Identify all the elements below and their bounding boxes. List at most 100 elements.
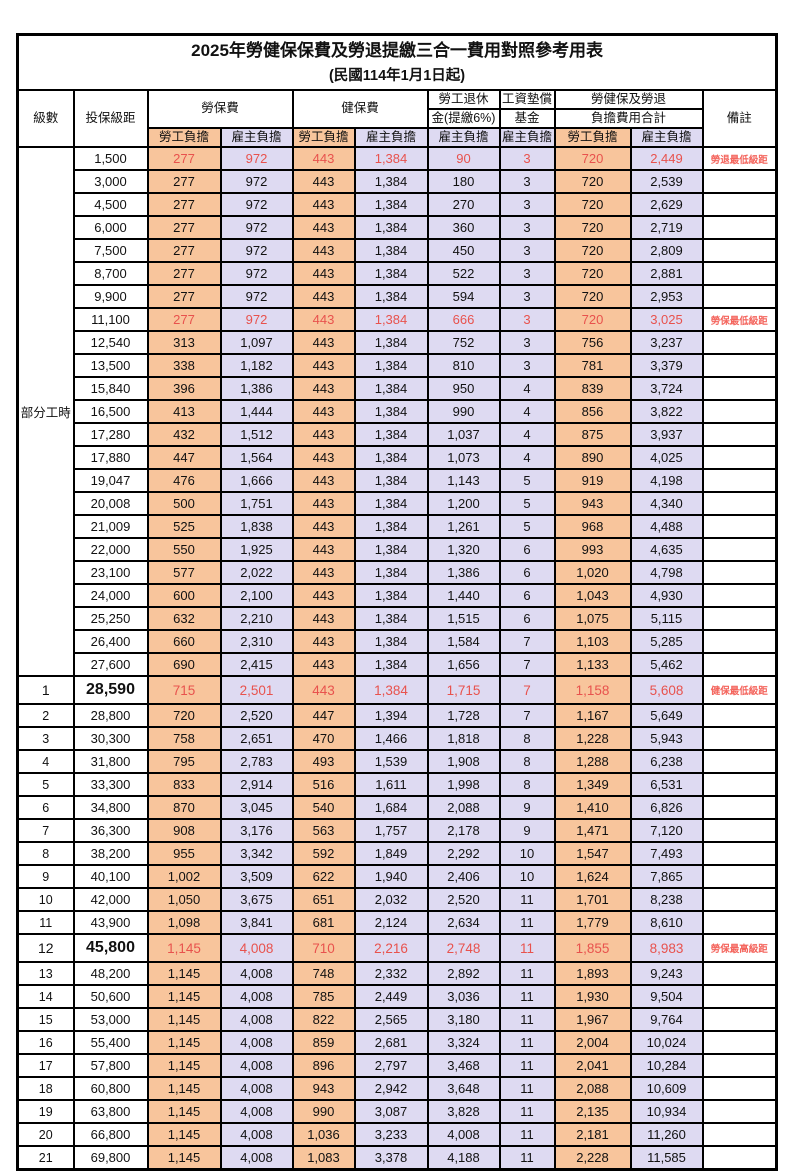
table-row: 22,000 550 1,925 443 1,384 1,320 6 993 4,635 xyxy=(18,537,778,562)
pension-employer-cell: 1,515 xyxy=(426,606,501,631)
wage-fund-employer-cell: 8 xyxy=(498,749,556,774)
labor-employee-cell: 413 xyxy=(146,399,222,424)
labor-employee-cell: 277 xyxy=(146,238,222,263)
labor-employer-cell: 1,838 xyxy=(219,514,294,539)
labor-employee-cell: 1,145 xyxy=(146,961,222,986)
health-employee-cell: 822 xyxy=(291,1007,356,1032)
wage-fund-employer-cell: 11 xyxy=(498,887,556,912)
header-level: 級數 xyxy=(16,89,75,148)
health-employer-cell: 1,611 xyxy=(353,772,429,797)
pension-employer-cell: 950 xyxy=(426,376,501,401)
table-row: 6 34,800 870 3,045 540 1,684 2,088 9 1,410 6,826 xyxy=(16,795,778,820)
labor-employer-cell: 1,386 xyxy=(219,376,294,401)
labor-employer-cell: 2,210 xyxy=(219,606,294,631)
total-employee-cell: 890 xyxy=(553,445,632,470)
health-employer-cell: 1,466 xyxy=(353,726,429,751)
labor-employee-cell: 1,145 xyxy=(146,1145,222,1171)
labor-employer-cell: 4,008 xyxy=(219,1076,294,1101)
level-cell: 2 xyxy=(16,703,75,728)
health-employee-cell: 443 xyxy=(291,583,356,608)
pension-employer-cell: 1,386 xyxy=(426,560,501,585)
total-employer-cell: 7,865 xyxy=(629,864,704,889)
wage-fund-employer-cell: 4 xyxy=(498,422,556,447)
health-employee-cell: 859 xyxy=(291,1030,356,1055)
wage-fund-employer-cell: 11 xyxy=(498,1007,556,1032)
grade-cell: 42,000 xyxy=(72,887,149,912)
labor-employee-cell: 313 xyxy=(146,330,222,355)
table-row: 16 55,400 1,145 4,008 859 2,681 3,324 11 2,004 10… xyxy=(16,1030,778,1055)
labor-employer-cell: 4,008 xyxy=(219,1145,294,1171)
labor-employee-cell: 1,145 xyxy=(146,1030,222,1055)
total-employee-cell: 2,088 xyxy=(553,1076,632,1101)
labor-employee-cell: 908 xyxy=(146,818,222,843)
note-cell xyxy=(701,353,778,378)
health-employer-cell: 1,849 xyxy=(353,841,429,866)
table-row: 26,400 660 2,310 443 1,384 1,584 7 1,103 5,285 xyxy=(18,629,778,654)
total-employee-cell: 720 xyxy=(553,146,632,171)
labor-employer-cell: 2,310 xyxy=(219,629,294,654)
health-employee-cell: 443 xyxy=(291,284,356,309)
wage-fund-employer-cell: 6 xyxy=(498,583,556,608)
health-employer-cell: 2,124 xyxy=(353,910,429,935)
note-cell xyxy=(701,238,778,263)
health-employer-cell: 1,940 xyxy=(353,864,429,889)
table-row: 23,100 577 2,022 443 1,384 1,386 6 1,020 4,798 xyxy=(18,560,778,585)
level-cell: 1 xyxy=(16,675,75,705)
pension-employer-cell: 1,440 xyxy=(426,583,501,608)
table-row: 1 28,590 715 2,501 443 1,384 1,715 7 1,158 5,608 健… xyxy=(16,675,778,705)
health-employee-cell: 443 xyxy=(291,238,356,263)
note-cell xyxy=(701,169,778,194)
total-employee-cell: 1,167 xyxy=(553,703,632,728)
grade-cell: 55,400 xyxy=(72,1030,149,1055)
note-cell xyxy=(701,1076,778,1101)
total-employer-cell: 10,609 xyxy=(629,1076,704,1101)
header-labor-employee: 勞工負擔 xyxy=(146,127,222,148)
header-health-fee: 健保費 xyxy=(291,89,429,129)
table-row: 20,008 500 1,751 443 1,384 1,200 5 943 4,340 xyxy=(18,491,778,516)
level-cell: 3 xyxy=(16,726,75,751)
total-employee-cell: 2,004 xyxy=(553,1030,632,1055)
header-grade: 投保級距 xyxy=(72,89,149,148)
total-employee-cell: 1,701 xyxy=(553,887,632,912)
table-row: 17,880 447 1,564 443 1,384 1,073 4 890 4,025 xyxy=(18,445,778,470)
grade-cell: 21,009 xyxy=(72,514,149,539)
header-row-3: 勞工負擔 雇主負擔 勞工負擔 雇主負擔 雇主負擔 雇主負擔 勞工負擔 雇主負擔 xyxy=(18,127,777,148)
header-pension-line1: 勞工退休 xyxy=(426,89,501,110)
pension-employer-cell: 990 xyxy=(426,399,501,424)
labor-employee-cell: 577 xyxy=(146,560,222,585)
pension-employer-cell: 270 xyxy=(426,192,501,217)
wage-fund-employer-cell: 3 xyxy=(498,353,556,378)
grade-cell: 50,600 xyxy=(72,984,149,1009)
total-employee-cell: 1,893 xyxy=(553,961,632,986)
total-employer-cell: 2,953 xyxy=(629,284,704,309)
labor-employee-cell: 1,050 xyxy=(146,887,222,912)
total-employee-cell: 1,075 xyxy=(553,606,632,631)
total-employer-cell: 7,493 xyxy=(629,841,704,866)
header-pension-employer: 雇主負擔 xyxy=(426,127,501,148)
labor-employer-cell: 2,415 xyxy=(219,652,294,677)
labor-employer-cell: 4,008 xyxy=(219,1053,294,1078)
note-cell xyxy=(701,399,778,424)
grade-cell: 7,500 xyxy=(72,238,149,263)
labor-employer-cell: 2,783 xyxy=(219,749,294,774)
labor-employer-cell: 3,045 xyxy=(219,795,294,820)
labor-employee-cell: 432 xyxy=(146,422,222,447)
health-employee-cell: 443 xyxy=(291,652,356,677)
title-row: 2025年勞健保保費及勞退提繳三合一費用對照參考用表 xyxy=(16,33,778,65)
note-cell xyxy=(701,376,778,401)
pension-employer-cell: 1,037 xyxy=(426,422,501,447)
grade-cell: 23,100 xyxy=(72,560,149,585)
note-cell xyxy=(701,491,778,516)
labor-employer-cell: 2,651 xyxy=(219,726,294,751)
total-employee-cell: 720 xyxy=(553,284,632,309)
pension-employer-cell: 522 xyxy=(426,261,501,286)
table-row: 6,000 277 972 443 1,384 360 3 720 2,719 xyxy=(18,215,778,240)
health-employer-cell: 1,384 xyxy=(353,399,429,424)
labor-employer-cell: 1,512 xyxy=(219,422,294,447)
health-employee-cell: 443 xyxy=(291,399,356,424)
labor-employee-cell: 1,145 xyxy=(146,933,222,963)
total-employer-cell: 10,024 xyxy=(629,1030,704,1055)
pension-employer-cell: 3,180 xyxy=(426,1007,501,1032)
grade-cell: 33,300 xyxy=(72,772,149,797)
note-cell xyxy=(701,215,778,240)
